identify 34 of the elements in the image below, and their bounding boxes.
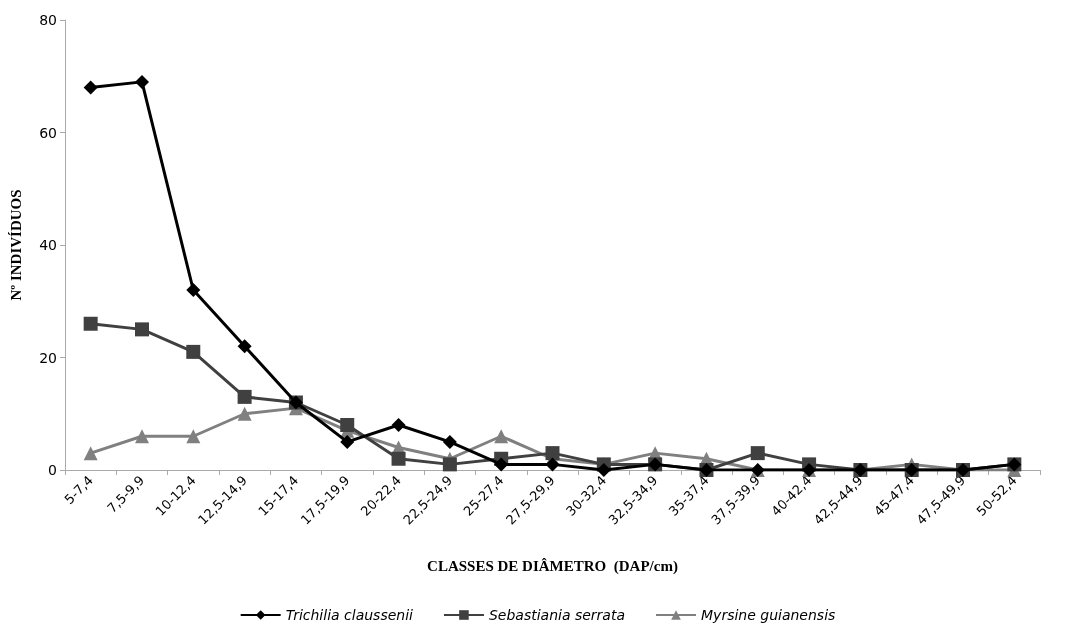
y-tick-label: 40 [39,237,57,253]
point [237,389,252,404]
point [391,418,406,432]
y-tick-label: 60 [39,124,57,141]
point [340,418,355,432]
point [494,429,509,444]
point [134,74,149,89]
y-tick-label: 20 [39,349,57,366]
point [83,80,98,95]
point [442,457,457,472]
point [83,446,98,461]
point [237,406,252,421]
legend-label: Trichilia claussenii [285,607,414,623]
point [545,457,560,472]
legend-label: Myrsine guianensis [701,607,836,623]
point [545,446,560,461]
y-tick-label: 80 [39,12,57,28]
point [391,451,406,466]
x-axis-title: CLASSES DE DIÂMETRO (DAP/cm) [427,557,678,575]
point [186,283,201,297]
point [237,339,252,354]
y-tick-label: 0 [48,462,57,478]
point [442,434,457,449]
point [494,457,509,472]
legend-label: Sebastiania serrata [488,607,626,623]
point [340,434,355,449]
point [83,316,98,331]
point [186,429,201,444]
point [750,446,765,461]
y-axis-title: Nº INDIVÍDUOS [7,189,24,301]
point [186,344,201,359]
point [134,429,149,444]
point [134,322,149,337]
point [596,463,611,477]
